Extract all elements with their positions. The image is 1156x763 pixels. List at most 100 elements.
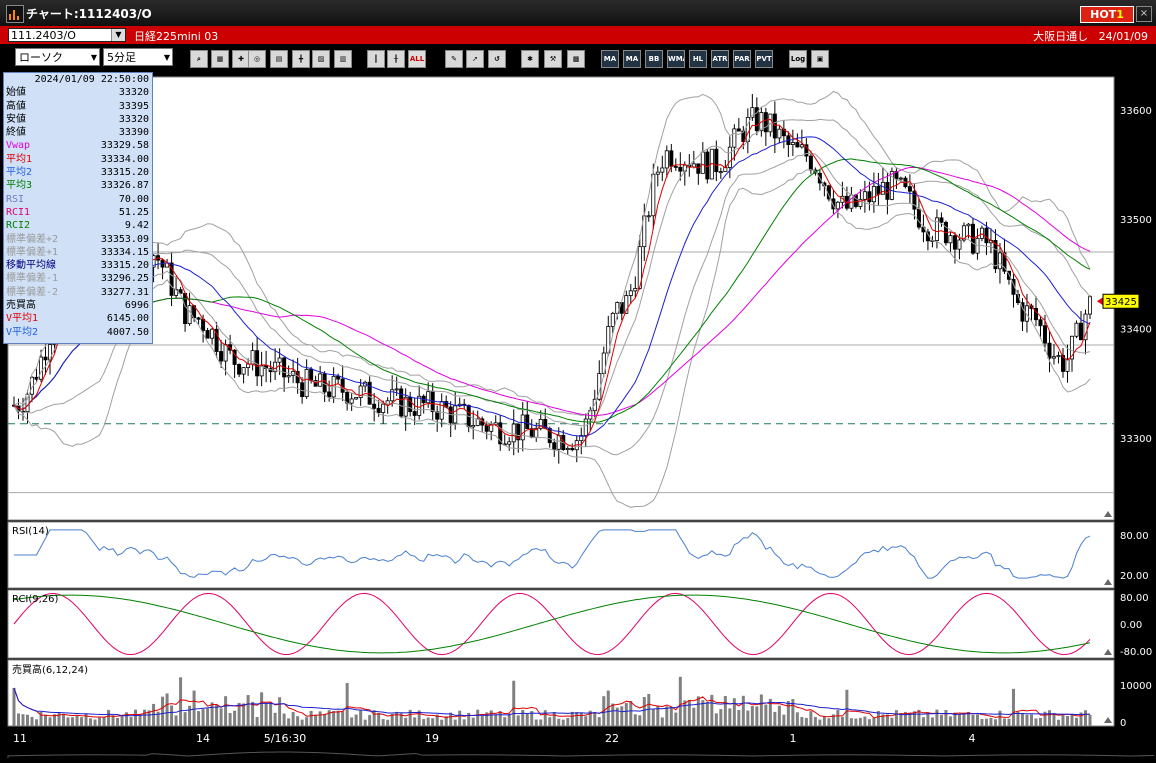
close-icon[interactable]: ×	[1136, 6, 1152, 22]
candle-body	[511, 423, 516, 443]
volume-bar	[759, 694, 763, 726]
volume-bar	[876, 710, 880, 726]
candle-body	[898, 177, 903, 180]
toolbar-bar-icon[interactable]: ╫	[387, 50, 405, 68]
volume-bar	[368, 715, 372, 726]
price-chart[interactable]: 33600 33500 33400 33300 33425 RSI(14) 80.00 20.…	[0, 72, 1156, 760]
toolbar-search-icon[interactable]: ⌕	[190, 50, 208, 68]
candle-body	[916, 208, 921, 228]
candle-body	[408, 396, 413, 412]
toolbar-line-icon[interactable]: ▨	[312, 50, 330, 68]
volume-bar	[620, 706, 624, 726]
toolbar-gear-icon[interactable]: ✱	[521, 50, 539, 68]
rci-tick-label: 0.00	[1120, 620, 1142, 631]
volume-bar	[692, 707, 696, 726]
volume-bar	[431, 718, 435, 726]
toolbar-ruler-icon[interactable]: ╋	[292, 50, 310, 68]
volume-bar	[1056, 719, 1060, 726]
volume-bar	[134, 709, 138, 726]
data-row-label: V平均1	[6, 313, 39, 325]
data-row-value: 33329.58	[100, 140, 149, 152]
volume-bar	[386, 719, 390, 726]
candle-body	[439, 401, 444, 420]
toolbar-zoom-icon[interactable]: ◎	[248, 50, 266, 68]
data-row-value: 51.25	[118, 206, 149, 218]
volume-bar	[611, 703, 615, 726]
data-row: V平均2 4007.50	[4, 326, 152, 339]
toolbar-fit-icon[interactable]: ▦	[211, 50, 229, 68]
toolbar-pen-icon[interactable]: ✎	[445, 50, 463, 68]
volume-bar	[422, 719, 426, 726]
volume-bar	[359, 709, 363, 726]
toolbar-reset-icon[interactable]: ↺	[488, 50, 506, 68]
toolbar-tool-icon[interactable]: ⚒	[544, 50, 562, 68]
symbol-value: 111.2403/O	[11, 29, 76, 42]
toolbar-mark-icon[interactable]: ▣	[811, 50, 829, 68]
toolbar-par-icon[interactable]: PAR	[733, 50, 751, 68]
candle-body	[484, 424, 489, 432]
time-axis-label: 14	[196, 732, 210, 745]
chevron-down-icon[interactable]: ▼	[111, 29, 125, 41]
candle-body	[862, 191, 867, 200]
volume-bar	[201, 709, 205, 726]
toolbar-log-icon[interactable]: Log	[789, 50, 807, 68]
volume-bar	[894, 710, 898, 726]
candle-body	[583, 418, 588, 436]
volume-bar	[350, 717, 354, 726]
interval-select[interactable]: 5分足 ▼	[103, 48, 173, 66]
candle-body	[394, 388, 399, 391]
candle-body	[1078, 322, 1083, 341]
pane-main	[7, 76, 1115, 521]
toolbar-bb-icon[interactable]: BB	[645, 50, 663, 68]
volume-bar	[278, 697, 282, 726]
volume-ma-long	[13, 687, 1091, 717]
toolbar-palette-icon[interactable]: ▩	[567, 50, 585, 68]
toolbar-disabled-icon[interactable]: ▥	[334, 50, 352, 68]
toolbar-all-icon[interactable]: ALL	[408, 50, 426, 68]
volume-bar	[539, 719, 543, 726]
symbol-select[interactable]: 111.2403/O ▼	[8, 28, 126, 42]
pane-resize-icon	[1104, 717, 1112, 723]
toolbar-hl-icon[interactable]: HL	[689, 50, 707, 68]
candle-body	[183, 292, 188, 325]
data-row: RCI1 51.25	[4, 206, 152, 219]
volume-bar	[233, 710, 237, 726]
candle-body	[556, 435, 561, 450]
hot-button[interactable]: HOT1	[1080, 6, 1134, 23]
volume-bar	[723, 696, 727, 726]
toolbar-atr-icon[interactable]: ATR	[711, 50, 729, 68]
volume-bar	[251, 701, 255, 726]
volume-bar	[48, 717, 52, 726]
pane-rsi	[7, 521, 1115, 589]
toolbar-ma-icon[interactable]: MA	[601, 50, 619, 68]
toolbar-ma-icon[interactable]: MA	[623, 50, 641, 68]
toolbar-pvt-icon[interactable]: PVT	[755, 50, 773, 68]
candle-body	[412, 411, 417, 416]
candle-body	[660, 167, 665, 173]
candle-body	[498, 422, 503, 445]
chart-area[interactable]: 33600 33500 33400 33300 33425 RSI(14) 80.00 20.…	[0, 72, 1156, 760]
toolbar-pan-icon[interactable]: ▤	[270, 50, 288, 68]
data-row-label: RCI1	[6, 206, 31, 218]
volume-bar	[512, 680, 516, 726]
toolbar-arrow-icon[interactable]: ➚	[466, 50, 484, 68]
chart-type-select[interactable]: ローソク ▼	[15, 48, 100, 66]
symbol-bar: 111.2403/O ▼ 日経225mini 03 大阪日通し 24/01/09	[0, 26, 1156, 44]
volume-bar	[1088, 714, 1092, 726]
volume-bar	[944, 710, 948, 726]
time-axis-label: 5/16:30	[264, 732, 306, 745]
volume-bar	[327, 710, 331, 726]
data-panel: 2024/01/09 22:50:00 始値 33320 高値 33395 安値 3332…	[3, 72, 153, 344]
volume-bar	[305, 717, 309, 726]
data-row: 高値 33395	[4, 100, 152, 113]
volume-bar	[899, 713, 903, 726]
volume-bar	[89, 718, 93, 726]
toolbar-wma-icon[interactable]: WMA	[667, 50, 685, 68]
data-row: 標準偏差+1 33334.15	[4, 246, 152, 259]
volume-bar	[93, 719, 97, 726]
candle-body	[196, 317, 201, 320]
volume-bar	[192, 690, 196, 726]
toolbar-candle-icon[interactable]: ┃	[367, 50, 385, 68]
volume-bar	[687, 699, 691, 726]
candle-body	[489, 424, 494, 432]
